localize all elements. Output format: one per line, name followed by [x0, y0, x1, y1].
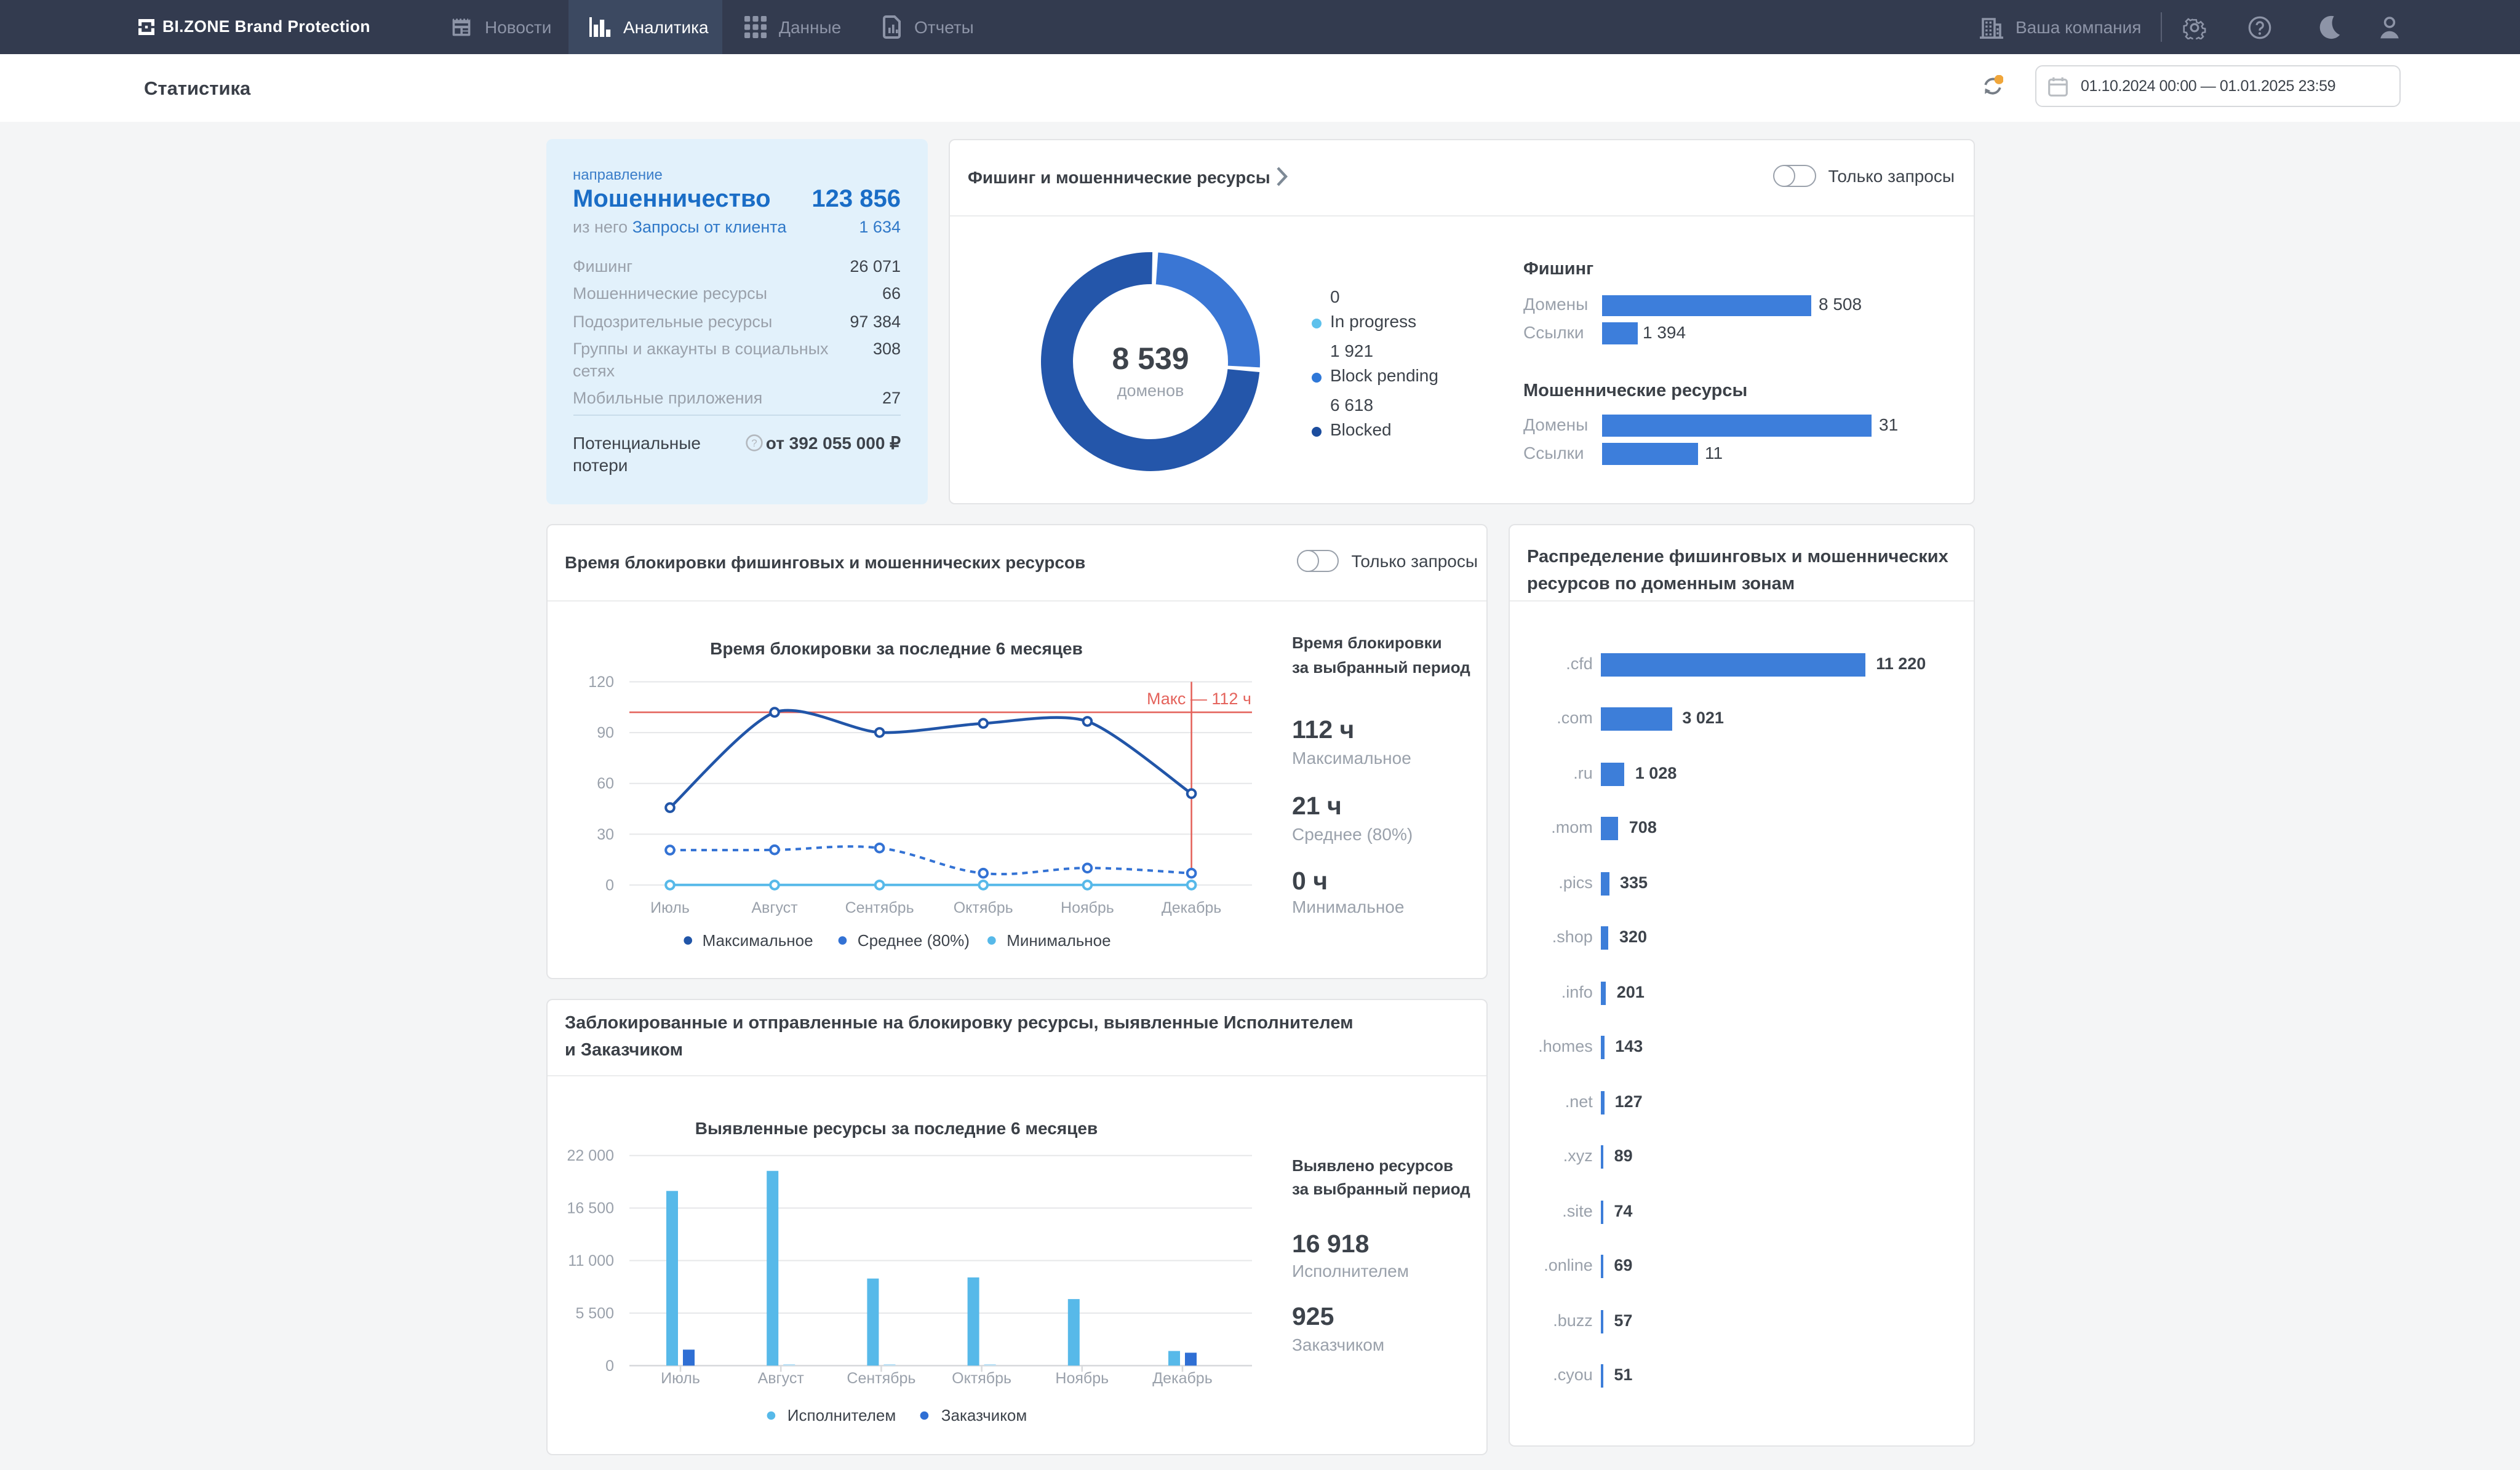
- svg-text:Август: Август: [757, 1370, 804, 1388]
- svg-text:60: 60: [596, 775, 613, 792]
- svg-text:Среднее (80%): Среднее (80%): [857, 931, 969, 949]
- svg-text:Декабрь: Декабрь: [1161, 899, 1221, 916]
- svg-text:Максимальное: Максимальное: [702, 931, 813, 949]
- svg-text:16 500: 16 500: [567, 1200, 613, 1217]
- svg-text:Исполнителем: Исполнителем: [787, 1407, 895, 1425]
- svg-text:11 000: 11 000: [567, 1253, 613, 1270]
- svg-text:Ноябрь: Ноябрь: [1055, 1370, 1108, 1388]
- svg-text:0: 0: [605, 876, 613, 894]
- svg-text:30: 30: [596, 825, 613, 843]
- svg-text:Октябрь: Октябрь: [951, 1370, 1011, 1388]
- svg-text:0: 0: [605, 1357, 613, 1375]
- svg-text:Сентябрь: Сентябрь: [845, 899, 914, 916]
- svg-text:22 000: 22 000: [567, 1148, 613, 1165]
- svg-text:Июль: Июль: [660, 1370, 700, 1388]
- svg-text:?: ?: [751, 437, 756, 449]
- svg-text:Июль: Июль: [650, 899, 689, 916]
- svg-text:Сентябрь: Сентябрь: [846, 1370, 915, 1388]
- svg-text:120: 120: [588, 673, 613, 691]
- svg-text:Минимальное: Минимальное: [1006, 931, 1110, 949]
- svg-text:5 500: 5 500: [575, 1305, 613, 1322]
- svg-text:Заказчиком: Заказчиком: [941, 1407, 1026, 1425]
- svg-text:90: 90: [596, 724, 613, 741]
- svg-text:Макс — 112 ч: Макс — 112 ч: [1146, 689, 1251, 708]
- svg-text:Ноябрь: Ноябрь: [1060, 899, 1114, 916]
- svg-text:Август: Август: [751, 899, 797, 916]
- svg-text:Декабрь: Декабрь: [1152, 1370, 1211, 1388]
- svg-text:Октябрь: Октябрь: [953, 899, 1013, 916]
